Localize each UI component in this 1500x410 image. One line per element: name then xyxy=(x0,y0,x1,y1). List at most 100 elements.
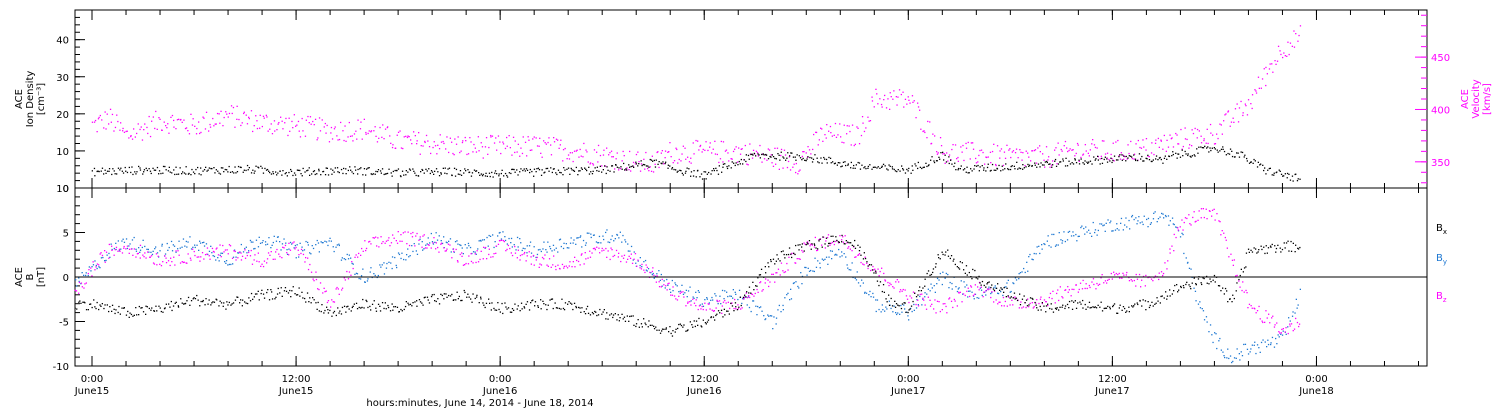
density-point xyxy=(211,168,213,170)
density-point xyxy=(546,167,549,170)
density-point xyxy=(150,172,152,175)
velocity-point xyxy=(917,106,920,108)
velocity-point xyxy=(802,151,804,153)
density-point xyxy=(722,163,725,165)
velocity-point xyxy=(460,150,462,152)
bz-point xyxy=(216,247,218,249)
bx-point xyxy=(281,295,283,297)
bx-point xyxy=(285,290,288,292)
density-point xyxy=(664,162,666,165)
bz-point xyxy=(591,252,593,254)
density-point xyxy=(970,168,972,170)
bx-point xyxy=(869,264,871,266)
velocity-point xyxy=(296,124,298,126)
density-point xyxy=(430,170,433,172)
velocity-point xyxy=(532,138,534,140)
velocity-point xyxy=(1180,128,1182,131)
by-point xyxy=(194,246,196,249)
by-point xyxy=(590,233,592,235)
bx-point xyxy=(1195,283,1197,285)
bz-point xyxy=(113,254,115,256)
velocity-point xyxy=(1058,154,1060,156)
by-point xyxy=(1195,300,1197,302)
by-point xyxy=(232,263,234,265)
by-point xyxy=(248,250,250,252)
by-point xyxy=(480,240,482,242)
density-point xyxy=(986,166,989,169)
density-point xyxy=(967,172,969,174)
velocity-point xyxy=(1203,139,1205,142)
bx-point xyxy=(1031,297,1033,300)
by-point xyxy=(797,285,799,288)
velocity-point xyxy=(942,153,944,155)
by-point xyxy=(1109,222,1111,224)
velocity-point xyxy=(543,140,545,142)
by-point xyxy=(685,289,687,291)
velocity-point xyxy=(214,123,216,125)
bx-point xyxy=(926,272,928,275)
by-point xyxy=(1232,360,1234,363)
velocity-point xyxy=(771,162,773,164)
density-point xyxy=(503,175,505,177)
velocity-point xyxy=(368,130,370,132)
bz-point xyxy=(870,269,872,272)
velocity-point xyxy=(323,126,325,128)
by-point xyxy=(95,264,97,267)
density-point xyxy=(985,170,987,172)
bx-point xyxy=(1047,303,1049,305)
density-point xyxy=(1178,153,1180,155)
bz-point xyxy=(1293,328,1296,330)
velocity-point xyxy=(815,131,817,133)
density-point xyxy=(385,173,387,175)
velocity-point xyxy=(96,131,98,133)
by-point xyxy=(138,247,140,249)
bx-point xyxy=(651,324,653,326)
bx-point xyxy=(129,312,131,314)
density-point xyxy=(973,168,975,170)
velocity-point xyxy=(1119,158,1122,160)
bz-point xyxy=(827,234,830,236)
bx-point xyxy=(616,319,618,321)
velocity-point xyxy=(818,139,820,141)
bz-point xyxy=(936,300,939,302)
density-point xyxy=(285,172,287,174)
by-point xyxy=(664,287,666,289)
bx-point xyxy=(1019,293,1021,295)
velocity-point xyxy=(212,117,214,120)
by-point xyxy=(293,247,295,249)
velocity-point xyxy=(1093,144,1096,146)
bz-point xyxy=(1230,253,1232,255)
by-point xyxy=(207,253,209,256)
by-point xyxy=(1253,344,1255,346)
velocity-point xyxy=(1139,146,1141,149)
density-point xyxy=(758,154,760,156)
bx-point xyxy=(392,309,394,311)
bx-point xyxy=(978,275,980,278)
bz-point xyxy=(231,257,234,259)
bx-point xyxy=(924,285,926,287)
density-point xyxy=(661,163,663,165)
by-point xyxy=(565,243,567,245)
bx-point xyxy=(671,335,674,337)
by-point xyxy=(184,245,186,247)
bz-point xyxy=(609,258,611,261)
bz-point xyxy=(1192,216,1194,219)
density-point xyxy=(621,168,623,170)
velocity-point xyxy=(962,144,964,147)
bx-point xyxy=(148,307,150,310)
bx-point xyxy=(848,242,850,244)
velocity-point xyxy=(277,123,279,125)
bx-point xyxy=(1191,282,1193,284)
bx-point xyxy=(306,292,309,294)
bz-point xyxy=(958,292,960,294)
density-point xyxy=(433,173,435,175)
bz-point xyxy=(241,255,244,257)
density-point xyxy=(516,169,518,171)
bz-point xyxy=(663,284,665,286)
by-point xyxy=(843,253,845,255)
velocity-point xyxy=(178,118,180,120)
bx-point xyxy=(523,306,525,308)
bx-point xyxy=(461,299,463,302)
velocity-point xyxy=(923,130,925,132)
velocity-point xyxy=(837,134,839,136)
